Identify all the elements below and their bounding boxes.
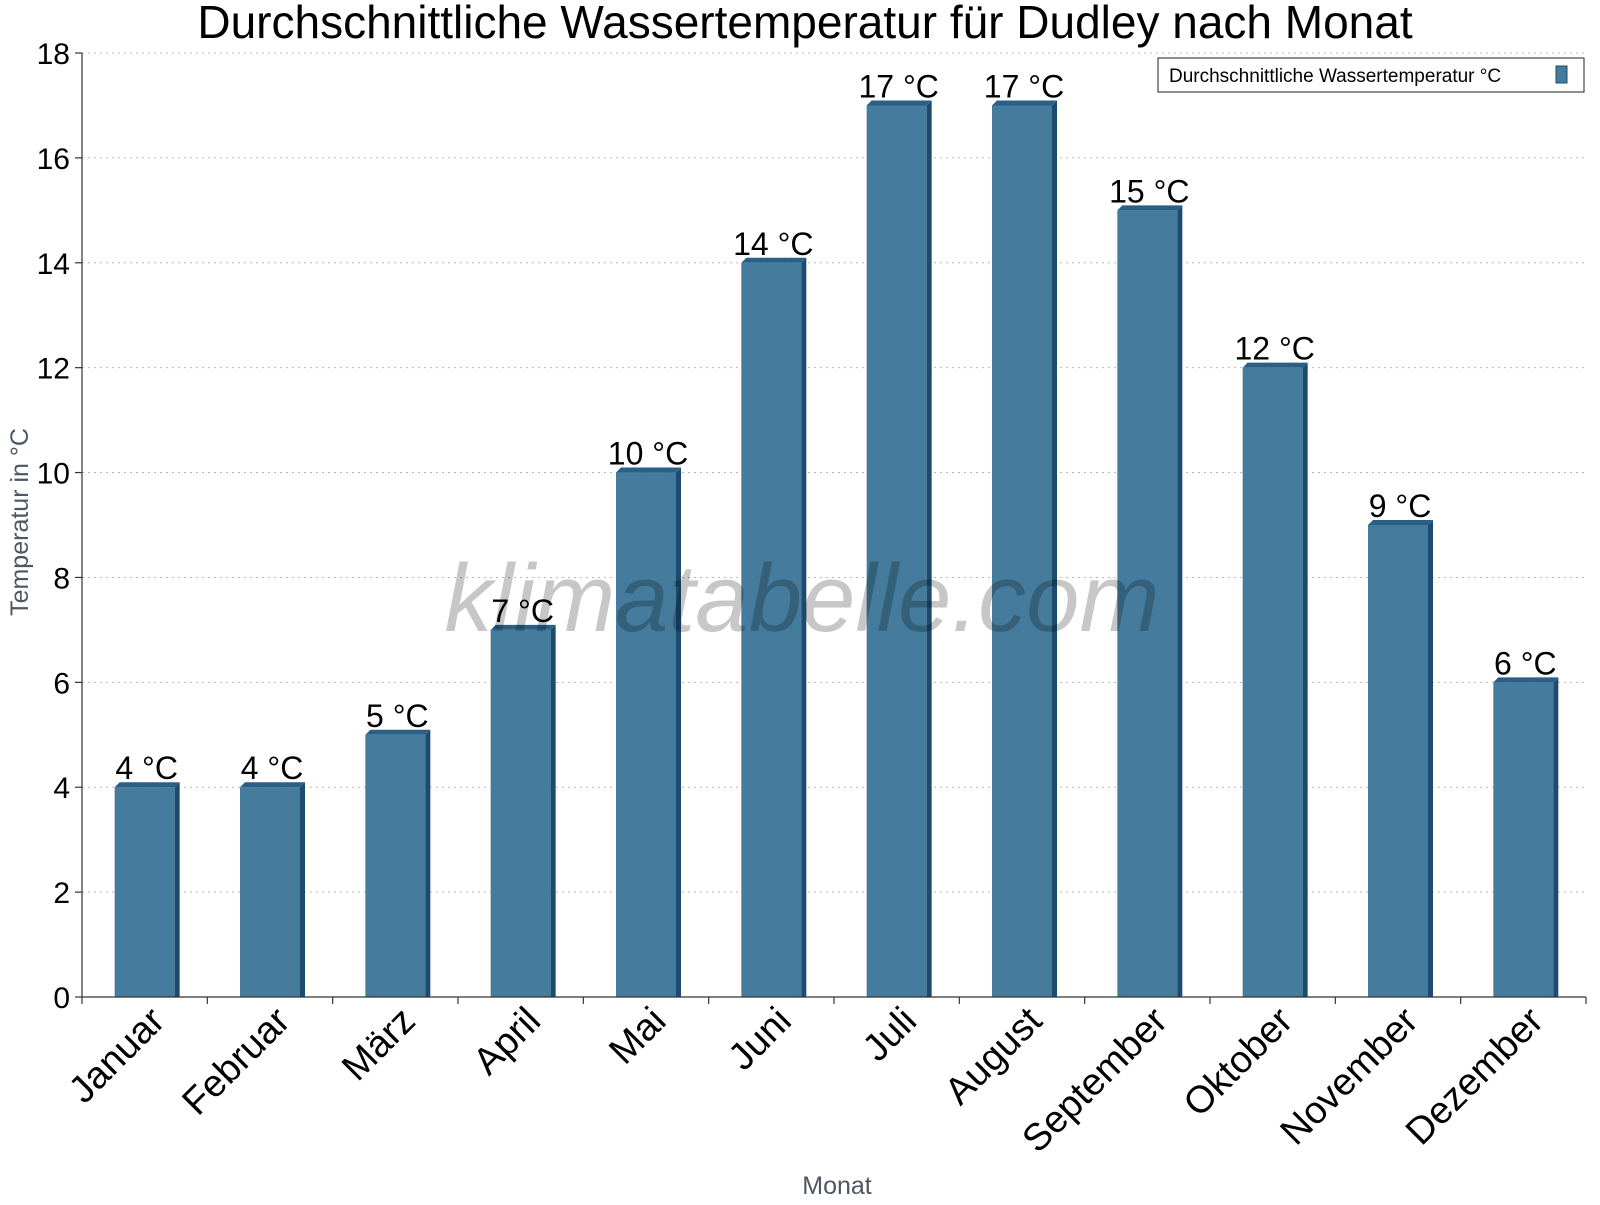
data-label: 4 °C (115, 750, 178, 786)
y-tick-label: 18 (37, 38, 70, 71)
bar-juli (866, 100, 932, 997)
legend-label: Durchschnittliche Wassertemperatur °C (1169, 66, 1501, 87)
x-tick-label: Mai (601, 1000, 674, 1073)
bar-side (1428, 520, 1433, 997)
bar-front (490, 629, 551, 997)
bar-top (240, 782, 305, 788)
bar-side (300, 782, 305, 997)
y-tick-label: 2 (53, 877, 70, 910)
bar-november (1368, 520, 1433, 997)
bar-side (550, 624, 556, 997)
bar-top (365, 729, 431, 735)
data-label: 14 °C (733, 226, 813, 262)
bar-top (1493, 677, 1559, 683)
chart-title: Durchschnittliche Wassertemperatur für D… (197, 0, 1412, 48)
x-axis-ticks: Januar Februar März April Mai Juni Juli AugustS… (61, 997, 1587, 1161)
bar-top (1117, 205, 1183, 211)
x-tick-label: Juni (721, 1000, 800, 1079)
bar-top (1242, 362, 1308, 368)
bar-august (992, 100, 1057, 997)
bar-januar (114, 782, 180, 997)
bar-september (1117, 205, 1183, 998)
axes (81, 53, 1586, 998)
bar-juni (741, 257, 807, 997)
data-label: 10 °C (608, 436, 688, 472)
legend-swatch (1555, 65, 1568, 84)
x-tick-label: März (334, 1000, 423, 1089)
x-tick-label: Februar (175, 999, 299, 1123)
data-label: 7 °C (491, 593, 554, 629)
data-label: 5 °C (366, 698, 429, 734)
bar-front (365, 734, 426, 997)
bar-top (616, 467, 681, 473)
data-label: 12 °C (1234, 331, 1314, 367)
gridlines (82, 52, 1586, 893)
bars (114, 100, 1559, 998)
watermark: klimatabelle.com (445, 545, 1160, 652)
data-label: 4 °C (241, 750, 304, 786)
bar-front (1242, 367, 1303, 998)
y-tick-label: 4 (53, 772, 70, 805)
bar-front (992, 105, 1052, 997)
bar-top (1368, 520, 1433, 525)
y-tick-label: 8 (53, 562, 70, 595)
x-tick-label: Juli (855, 1000, 925, 1070)
x-tick-label: Oktober (1176, 999, 1302, 1125)
bar-top (741, 257, 807, 263)
x-tick-label: Dezember (1398, 999, 1552, 1153)
bar-side (926, 100, 932, 997)
bar-side (801, 257, 807, 997)
y-tick-label: 16 (37, 143, 70, 176)
data-label: 15 °C (1109, 173, 1189, 209)
bar-front (240, 787, 300, 997)
bar-front (866, 105, 927, 997)
bar-side (1553, 677, 1559, 997)
bar-front (616, 472, 676, 997)
bar-front (1493, 682, 1554, 997)
bar-top (992, 100, 1057, 106)
x-axis-label: Monat (802, 1172, 872, 1200)
bar-april (490, 624, 556, 997)
bar-front (1117, 210, 1178, 998)
legend: Durchschnittliche Wassertemperatur °C (1157, 57, 1585, 93)
x-tick-label: August (937, 999, 1051, 1113)
data-label: 9 °C (1369, 488, 1432, 524)
legend-box (1157, 57, 1585, 93)
bar-side (1052, 100, 1057, 997)
y-tick-label: 14 (37, 248, 70, 281)
bar-front (1368, 525, 1428, 997)
data-label: 6 °C (1494, 645, 1557, 681)
x-tick-label: April (466, 1000, 549, 1083)
bar-top (490, 624, 556, 630)
bar-top (114, 782, 180, 788)
bar-märz (365, 729, 431, 997)
bar-dezember (1493, 677, 1559, 997)
bar-mai (616, 467, 681, 997)
bar-side (676, 467, 681, 997)
bar-front (741, 262, 802, 997)
bar-front (114, 787, 175, 997)
bar-side (1302, 362, 1308, 998)
data-label: 17 °C (984, 68, 1064, 104)
y-tick-label: 0 (53, 982, 70, 1015)
y-tick-label: 10 (37, 458, 70, 491)
y-tick-label: 6 (53, 667, 70, 700)
x-tick-label: Januar (61, 999, 173, 1111)
bar-februar (240, 782, 305, 997)
bar-oktober (1242, 362, 1308, 998)
bar-side (425, 729, 431, 997)
y-axis-ticks: 0 2 4 6 8 10 12 14 16 18 (37, 38, 82, 1015)
y-axis-label: Temperatur in °C (6, 428, 34, 616)
data-labels: 4 °C 4 °C 5 °C 7 °C 10 °C 14 °C 17 °C 17 °C 15 °… (115, 68, 1556, 786)
data-label: 17 °C (858, 68, 938, 104)
y-tick-label: 12 (37, 353, 70, 386)
bar-side (1177, 205, 1183, 998)
bar-side (174, 782, 180, 997)
bar-top (866, 100, 932, 106)
